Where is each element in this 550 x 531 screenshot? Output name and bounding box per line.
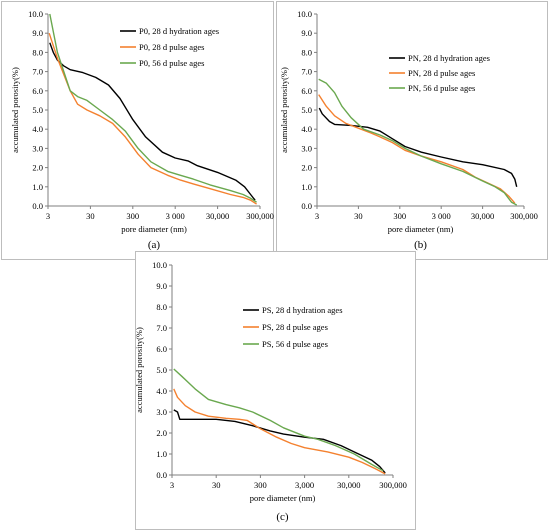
x-tick-label: 3 [315,211,319,221]
y-axis-title: accumulated porosity(%) [10,67,20,153]
chart-c-svg: 0.0 1.0 2.0 3.0 4.0 5.0 6.0 7.0 8.0 9.0 10.0 3 30 300… [136,252,417,531]
x-axis-title: pore diameter (nm) [250,493,316,503]
y-tick-label: 4.0 [32,124,43,134]
panel-caption: (a) [148,239,161,251]
y-tick-label: 1.0 [156,449,167,459]
legend: PS, 28 d hydration ages PS, 28 d pulse ag… [243,305,343,349]
x-tick-label: 3,000 [295,480,314,490]
legend: P0, 28 d hydration ages P0, 28 d pulse ag… [120,26,219,68]
y-tick-label: 6.0 [301,86,312,96]
chart-panel-b: 0.0 1.0 2.0 3.0 4.0 5.0 6.0 7.0 8.0 9.0 10.0 3 30 300… [276,1,548,260]
legend-label: PS, 28 d pulse ages [262,322,328,332]
legend-label: PS, 56 d pulse ages [262,339,328,349]
legend-label: PS, 28 d hydration ages [262,305,343,315]
y-tick-label: 9.0 [301,28,312,38]
x-tick-label: 30 [354,211,363,221]
y-tick-label: 6.0 [156,344,167,354]
legend: PN, 28 d hydration ages PN, 28 d pulse ag… [389,53,490,93]
legend-label: P0, 56 d pulse ages [139,58,204,68]
chart-panel-c: 0.0 1.0 2.0 3.0 4.0 5.0 6.0 7.0 8.0 9.0 10.0 3 30 300… [135,251,416,530]
y-tick-label: 3.0 [32,143,43,153]
y-tick-label: 5.0 [156,365,167,375]
legend-label: PN, 28 d hydration ages [408,53,490,63]
chart-panel-a: 0.0 1.0 2.0 3.0 4.0 5.0 6.0 7.0 8.0 9.0 10.0 3 30 300… [1,1,274,260]
y-tick-label: 0.0 [156,470,167,480]
axes: 0.0 1.0 2.0 3.0 4.0 5.0 6.0 7.0 8.0 9.0 10.0 3 30 300… [152,260,407,490]
y-axis-title: accumulated porosity(%) [134,327,144,413]
y-tick-label: 10.0 [152,260,167,270]
y-tick-label: 7.0 [156,323,167,333]
y-tick-label: 1.0 [301,182,312,192]
y-tick-label: 2.0 [156,428,167,438]
x-tick-label: 30,000 [471,211,494,221]
x-axis-title: pore diameter (nm) [121,224,187,234]
y-tick-label: 3.0 [156,407,167,417]
x-tick-label: 3 [46,211,50,221]
series-line-2 [319,95,515,204]
y-tick-label: 0.0 [32,201,43,211]
x-tick-label: 3 [170,480,174,490]
y-tick-label: 5.0 [32,105,43,115]
x-tick-label: 300,000 [510,211,538,221]
y-tick-label: 10.0 [28,9,43,19]
y-tick-label: 6.0 [32,86,43,96]
series-line-1 [319,108,516,187]
y-tick-label: 2.0 [32,163,43,173]
x-tick-label: 30 [86,211,95,221]
y-tick-label: 7.0 [32,67,43,77]
x-tick-label: 300 [254,480,267,490]
y-tick-label: 8.0 [301,47,312,57]
x-tick-label: 30,000 [206,211,229,221]
x-tick-label: 300,000 [246,211,274,221]
y-tick-label: 1.0 [32,182,43,192]
x-tick-label: 3 000 [166,211,185,221]
y-tick-label: 4.0 [156,386,167,396]
x-tick-label: 300 [393,211,406,221]
legend-label: PN, 28 d pulse ages [408,68,475,78]
x-tick-label: 300 [126,211,139,221]
y-tick-label: 0.0 [301,201,312,211]
legend-label: PN, 56 d pulse ages [408,83,475,93]
x-tick-label: 30,000 [337,480,360,490]
axes: 0.0 1.0 2.0 3.0 4.0 5.0 6.0 7.0 8.0 9.0 10.0 3 30 300… [28,9,274,221]
y-tick-label: 5.0 [301,105,312,115]
series-line-1 [174,410,385,473]
y-tick-label: 4.0 [301,124,312,134]
x-tick-label: 3 000 [432,211,451,221]
chart-b-svg: 0.0 1.0 2.0 3.0 4.0 5.0 6.0 7.0 8.0 9.0 10.0 3 30 300… [277,2,549,261]
y-tick-label: 8.0 [32,47,43,57]
series-line-3 [319,79,517,205]
y-axis-title: accumulated porosity(%) [279,67,289,153]
legend-label: P0, 28 d pulse ages [139,42,204,52]
y-tick-label: 8.0 [156,302,167,312]
y-tick-label: 10.0 [297,9,312,19]
y-tick-label: 2.0 [301,163,312,173]
series-line-2 [174,389,385,474]
x-tick-label: 30 [212,480,221,490]
legend-label: P0, 28 d hydration ages [139,26,219,36]
x-tick-label: 300,000 [379,480,407,490]
y-tick-label: 3.0 [301,143,312,153]
y-tick-label: 9.0 [156,281,167,291]
chart-a-svg: 0.0 1.0 2.0 3.0 4.0 5.0 6.0 7.0 8.0 9.0 10.0 3 30 300… [2,2,275,261]
y-tick-label: 7.0 [301,67,312,77]
x-axis-title: pore diameter (nm) [388,224,454,234]
y-tick-label: 9.0 [32,28,43,38]
panel-caption: (b) [414,239,427,251]
panel-caption: (c) [276,511,289,523]
